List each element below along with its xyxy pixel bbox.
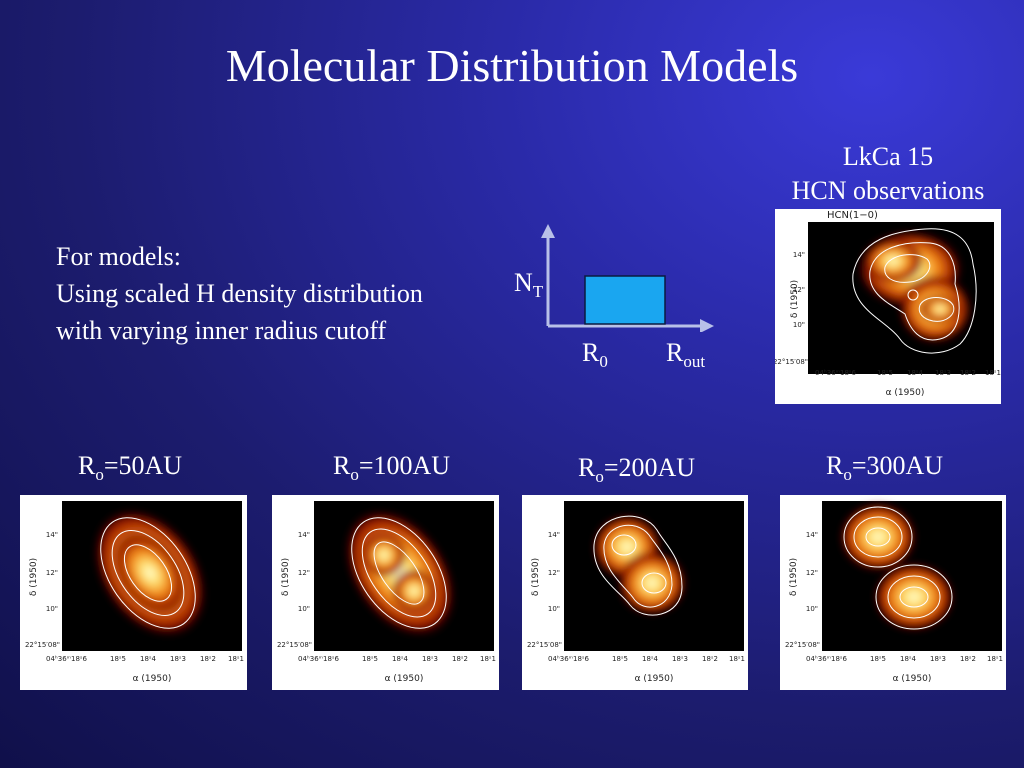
observation-map: HCN(1−0) 14" 12" 10" 22°15′08" 04ʰ36ᵐ18ˢ…	[775, 209, 1001, 404]
observation-map-svg: HCN(1−0) 14" 12" 10" 22°15′08" 04ʰ36ᵐ18ˢ…	[775, 210, 1001, 398]
r0-axis-label: R0	[582, 338, 608, 372]
model-xtick: 18ˢ1	[480, 655, 496, 663]
model-ytick: 14"	[298, 531, 310, 539]
model-map-300au-svg: 14" 12" 10" 22°15′08" 04ʰ36ᵐ18ˢ6 18ˢ5 18…	[785, 501, 1003, 684]
model-ytick: 10"	[806, 605, 818, 613]
model-xtick: 18ˢ2	[452, 655, 468, 663]
model-map-100au-svg: 14" 12" 10" 22°15′08" 04ʰ36ᵐ18ˢ6 18ˢ5 18…	[277, 501, 496, 684]
model-ytick: 14"	[46, 531, 58, 539]
model-ytick: 22°15′08"	[277, 641, 312, 649]
density-box	[584, 275, 666, 325]
obs-xtick: 18ˢ3	[935, 369, 951, 377]
model-map-200au: 14" 12" 10" 22°15′08" 04ʰ36ᵐ18ˢ6 18ˢ5 18…	[522, 495, 748, 690]
obs-x-axis-title: α (1950)	[886, 388, 925, 398]
obs-xtick: 18ˢ2	[960, 369, 976, 377]
model-y-axis-title: δ (1950)	[29, 558, 39, 596]
model-x-axis-title: α (1950)	[893, 674, 932, 684]
model-xtick: 18ˢ5	[612, 655, 628, 663]
model-label-200au: Ro=200AU	[578, 453, 696, 487]
obs-xtick: 04ʰ36ᵐ18ˢ6	[815, 369, 857, 377]
model-ytick: 22°15′08"	[527, 641, 562, 649]
model-ytick: 10"	[548, 605, 560, 613]
observation-caption-line1: LkCa 15	[842, 142, 934, 171]
model-ytick: 22°15′08"	[785, 641, 820, 649]
model-xtick: 18ˢ3	[672, 655, 688, 663]
model-ytick: 12"	[548, 569, 560, 577]
model-xtick: 04ʰ36ᵐ18ˢ6	[298, 655, 340, 663]
rout-axis-label: Rout	[666, 338, 706, 372]
model-ytick: 14"	[548, 531, 560, 539]
model-y-axis-title: δ (1950)	[531, 558, 541, 596]
model-x-axis-title: α (1950)	[635, 674, 674, 684]
model-ytick: 10"	[298, 605, 310, 613]
model-x-axis-title: α (1950)	[385, 674, 424, 684]
model-xtick: 18ˢ4	[900, 655, 917, 663]
model-xtick: 18ˢ3	[170, 655, 186, 663]
model-xtick: 18ˢ5	[110, 655, 126, 663]
model-xtick: 18ˢ1	[987, 655, 1003, 663]
model-xtick: 18ˢ4	[642, 655, 659, 663]
models-description: For models: Using scaled H density distr…	[56, 238, 423, 349]
model-map-300au: 14" 12" 10" 22°15′08" 04ʰ36ᵐ18ˢ6 18ˢ5 18…	[780, 495, 1006, 690]
model-ytick: 12"	[806, 569, 818, 577]
obs-ytick: 12"	[793, 286, 805, 294]
model-xtick: 18ˢ5	[870, 655, 886, 663]
obs-ytick: 14"	[793, 251, 805, 259]
model-label-100au: Ro=100AU	[333, 451, 451, 485]
model-map-50au: 14" 12" 10" 22°15′08" 04ʰ36ᵐ18ˢ6 18ˢ5 18…	[20, 495, 247, 690]
observation-panel-label: HCN(1−0)	[827, 210, 878, 221]
model-y-axis-title: δ (1950)	[789, 558, 799, 596]
model-xtick: 18ˢ2	[960, 655, 976, 663]
model-y-axis-title: δ (1950)	[281, 558, 291, 596]
models-description-line2: Using scaled H density distribution	[56, 279, 423, 308]
model-xtick: 18ˢ1	[729, 655, 745, 663]
model-xtick: 18ˢ4	[392, 655, 409, 663]
obs-xtick: 18ˢ4	[907, 369, 924, 377]
model-xtick: 18ˢ2	[200, 655, 216, 663]
model-label-300au: Ro=300AU	[826, 451, 944, 485]
observation-caption: LkCa 15 HCN observations	[760, 140, 1016, 208]
model-map-200au-svg: 14" 12" 10" 22°15′08" 04ʰ36ᵐ18ˢ6 18ˢ5 18…	[527, 501, 745, 684]
slide-title: Molecular Distribution Models	[225, 40, 799, 91]
model-label-50au: Ro=50AU	[78, 451, 183, 485]
obs-ytick: 10"	[793, 321, 805, 329]
models-description-line1: For models:	[56, 242, 181, 271]
obs-xtick: 18ˢ5	[877, 369, 893, 377]
model-ytick: 22°15′08"	[25, 641, 60, 649]
model-map-100au: 14" 12" 10" 22°15′08" 04ʰ36ᵐ18ˢ6 18ˢ5 18…	[272, 495, 499, 690]
model-map-50au-svg: 14" 12" 10" 22°15′08" 04ʰ36ᵐ18ˢ6 18ˢ5 18…	[25, 501, 244, 684]
model-x-axis-title: α (1950)	[133, 674, 172, 684]
model-ytick: 14"	[806, 531, 818, 539]
obs-y-axis-title: δ (1950)	[790, 280, 800, 318]
observation-caption-line2: HCN observations	[791, 176, 985, 205]
models-description-line3: with varying inner radius cutoff	[56, 316, 387, 345]
model-xtick: 04ʰ36ᵐ18ˢ6	[548, 655, 590, 663]
model-xtick: 18ˢ3	[422, 655, 438, 663]
model-xtick: 04ʰ36ᵐ18ˢ6	[806, 655, 848, 663]
model-xtick: 18ˢ2	[702, 655, 718, 663]
model-ytick: 12"	[46, 569, 58, 577]
model-xtick: 18ˢ5	[362, 655, 378, 663]
model-xtick: 18ˢ1	[228, 655, 244, 663]
nt-axis-label: NT	[514, 268, 544, 302]
obs-xtick: 18ˢ1	[985, 369, 1001, 377]
model-ytick: 10"	[46, 605, 58, 613]
model-ytick: 12"	[298, 569, 310, 577]
density-profile-diagram	[541, 224, 714, 332]
model-xtick: 04ʰ36ᵐ18ˢ6	[46, 655, 88, 663]
obs-ytick: 22°15′08"	[775, 358, 808, 366]
model-xtick: 18ˢ4	[140, 655, 157, 663]
model-xtick: 18ˢ3	[930, 655, 946, 663]
